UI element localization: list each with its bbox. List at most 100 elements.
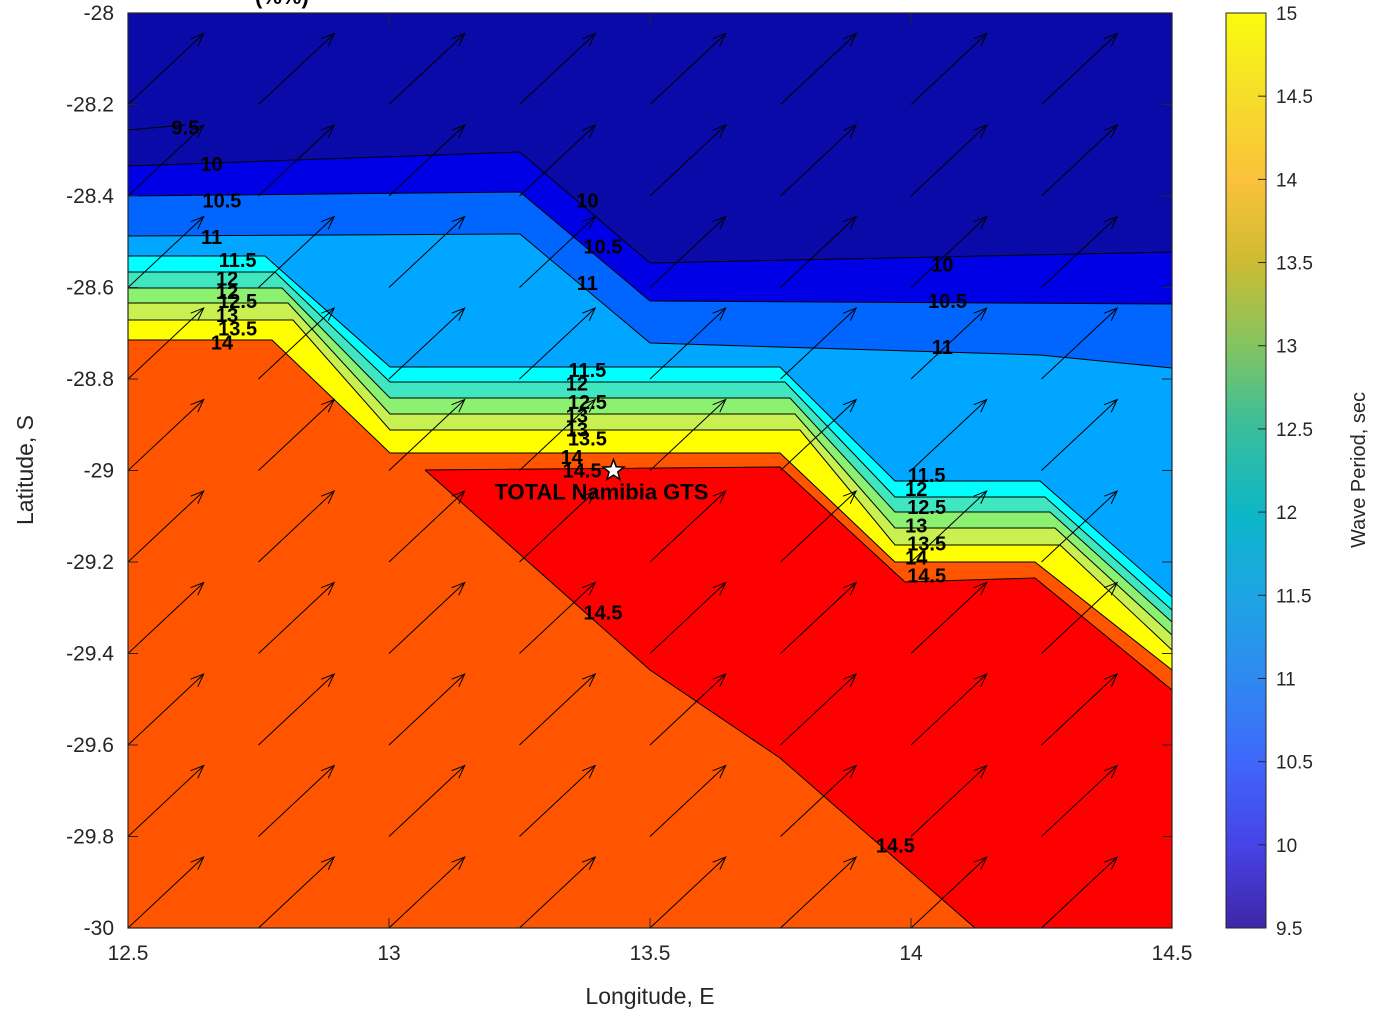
- contour-line-14.5-lower: [424, 469, 976, 928]
- contour-label: 14.5: [907, 566, 946, 588]
- chart-title-fragment: (%%): [255, 0, 309, 9]
- wave-arrow-shaft: [1041, 856, 1118, 928]
- x-tick-label: 14: [899, 942, 923, 965]
- wave-arrow-shaft: [1041, 216, 1118, 288]
- contour-label: 14: [561, 447, 584, 469]
- wave-arrow-shaft: [780, 216, 857, 288]
- y-axis: -28 -28.2 -28.4 -28.6 -28.8 -29 -29.2 -29.4 -29.…: [66, 2, 1172, 940]
- x-axis-title: Longitude, E: [585, 983, 714, 1009]
- wave-arrow-shaft: [519, 490, 596, 563]
- contour-label: 13: [216, 305, 238, 327]
- y-tick-label: -29.2: [66, 551, 114, 574]
- wave-arrow-head: [190, 124, 205, 138]
- wave-arrow-shaft: [128, 765, 205, 837]
- y-tick-label: -29.6: [66, 734, 114, 757]
- wave-arrow-head: [712, 856, 727, 870]
- wave-arrow-shaft: [388, 856, 466, 928]
- wave-arrow-head: [451, 124, 466, 138]
- wave-arrow-shaft: [649, 399, 727, 471]
- wave-arrow-head: [581, 856, 597, 870]
- wave-arrow-shaft: [258, 33, 335, 105]
- wave-arrow-head: [842, 490, 858, 504]
- wave-arrow-head: [842, 856, 858, 870]
- contour-label: 11.5: [219, 250, 257, 272]
- wave-arrow-shaft: [388, 399, 466, 471]
- wave-arrow-head: [190, 215, 205, 230]
- wave-arrow-head: [320, 581, 336, 596]
- wave-arrow-head: [581, 581, 597, 596]
- wave-arrow-shaft: [519, 399, 596, 471]
- contour-line-14.5-upper: [424, 466, 1172, 691]
- wave-arrow-head: [1103, 856, 1119, 870]
- wave-arrow-shaft: [649, 490, 727, 563]
- wave-arrow-shaft: [780, 856, 857, 928]
- y-tick-label: -29.8: [66, 826, 114, 849]
- wave-arrow-head: [581, 124, 597, 138]
- wave-arrow-shaft: [258, 399, 335, 471]
- wave-arrow-shaft: [910, 399, 988, 471]
- wave-arrow-shaft: [1041, 582, 1118, 654]
- wave-arrow-shaft: [910, 856, 988, 928]
- contour-line-11: [128, 233, 1172, 369]
- wave-arrow-shaft: [1041, 124, 1118, 197]
- wave-arrow-shaft: [128, 307, 205, 380]
- wave-arrow-head: [320, 215, 336, 230]
- wave-arrow-shaft: [389, 13, 390, 14]
- wave-arrow-shaft: [649, 307, 727, 380]
- wave-arrow-head: [190, 764, 205, 779]
- colorbar-tick-label: 14: [1276, 170, 1298, 191]
- wave-arrow-head: [581, 490, 597, 504]
- contour-label: 13.5: [218, 319, 257, 341]
- wave-arrow-shaft: [1041, 399, 1118, 471]
- wave-arrow-head: [581, 215, 597, 230]
- wave-arrow-shaft: [910, 33, 988, 105]
- wave-arrow-head: [581, 673, 597, 687]
- contour-label: 13: [905, 515, 927, 537]
- wave-arrow-shaft: [780, 13, 782, 14]
- colorbar-tick-label: 14.5: [1276, 87, 1313, 108]
- x-tick-label: 13: [377, 942, 400, 965]
- wave-arrow-head: [973, 32, 988, 47]
- wave-arrow-shaft: [1041, 673, 1118, 746]
- contour-label: 10.5: [928, 291, 967, 313]
- contour-label: 10: [576, 191, 598, 213]
- wave-arrow-shaft: [519, 216, 596, 288]
- wave-arrow-shaft: [128, 124, 205, 197]
- contour-label: 10.5: [584, 236, 623, 258]
- y-tick-label: -28.6: [66, 277, 114, 300]
- colorbar-tick-label: 11: [1276, 669, 1296, 690]
- wave-arrow-head: [973, 581, 988, 596]
- wave-arrow-head: [712, 673, 727, 687]
- contour-line-12.5: [128, 287, 1172, 623]
- wave-arrow-head: [320, 124, 336, 138]
- wave-arrow-head: [712, 581, 727, 596]
- wave-arrow-shaft: [1041, 33, 1118, 105]
- colorbar-tick-label: 10.5: [1276, 753, 1313, 774]
- wave-arrow-shaft: [780, 124, 857, 197]
- y-tick-label: -28.8: [66, 368, 114, 391]
- contour-label: 10: [931, 255, 953, 277]
- contour-label: 14.5: [584, 602, 623, 624]
- wave-arrow-head: [973, 124, 988, 138]
- wave-arrow-shaft: [388, 582, 466, 654]
- wave-arrow-shaft: [128, 673, 205, 746]
- contour-label: 14.5: [563, 461, 602, 483]
- contour-label-layer: 9.51010.51111.5121212.51313.5141010.5111…: [172, 117, 967, 857]
- wave-arrow-shaft: [258, 307, 335, 380]
- wave-arrow-shaft: [910, 307, 988, 380]
- wave-arrow-head: [712, 307, 727, 321]
- contour-line-14: [128, 339, 1172, 671]
- wave-arrow-head: [451, 856, 466, 870]
- wave-arrow-head: [842, 673, 858, 687]
- wave-arrow-head: [712, 490, 727, 504]
- wave-arrow-shaft: [128, 13, 129, 14]
- wave-arrow-head: [842, 398, 858, 413]
- wave-arrow-shaft: [1041, 13, 1043, 14]
- wave-arrow-shaft: [388, 124, 466, 197]
- site-marker-group: TOTAL Namibia GTS: [494, 457, 708, 505]
- wave-arrow-head: [1103, 581, 1119, 596]
- wave-arrow-head: [1103, 32, 1119, 47]
- contour-label: 10: [200, 154, 222, 176]
- wave-arrow-head: [973, 764, 988, 779]
- wave-arrow-head: [320, 490, 336, 504]
